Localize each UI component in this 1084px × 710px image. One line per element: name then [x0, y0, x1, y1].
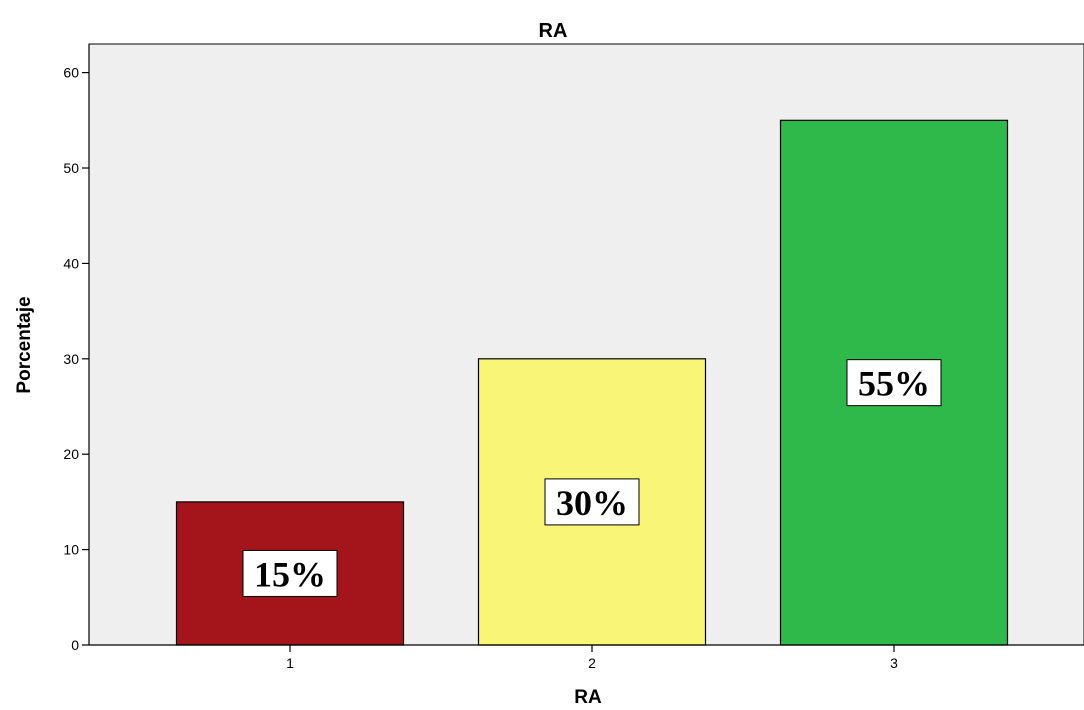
data-label-box — [544, 478, 640, 526]
data-label-box — [242, 549, 338, 597]
x-axis: 1 2 3 — [89, 644, 1084, 671]
x-tick-label: 1 — [286, 655, 294, 671]
data-label-box — [846, 359, 942, 407]
y-tick-label: 60 — [63, 65, 79, 81]
chart-title: RA — [539, 20, 568, 42]
x-axis-label: RA — [574, 687, 602, 708]
y-tick-label: 20 — [63, 446, 79, 462]
y-axis-label: Porcentaje — [14, 296, 35, 393]
y-tick-label: 40 — [63, 255, 79, 271]
y-tick-label: 10 — [63, 542, 79, 558]
data-label: 55% — [858, 364, 930, 404]
x-tick-label: 3 — [890, 655, 898, 671]
bars-group: 15% 30% 55% — [175, 119, 1009, 646]
y-tick-label: 30 — [63, 351, 79, 367]
y-tick-label: 0 — [71, 637, 79, 653]
data-label: 30% — [556, 483, 628, 523]
y-axis: 0 10 20 30 40 50 60 — [63, 44, 90, 653]
x-tick-label: 2 — [588, 655, 596, 671]
y-tick-label: 50 — [63, 160, 79, 176]
data-label: 15% — [254, 554, 326, 594]
